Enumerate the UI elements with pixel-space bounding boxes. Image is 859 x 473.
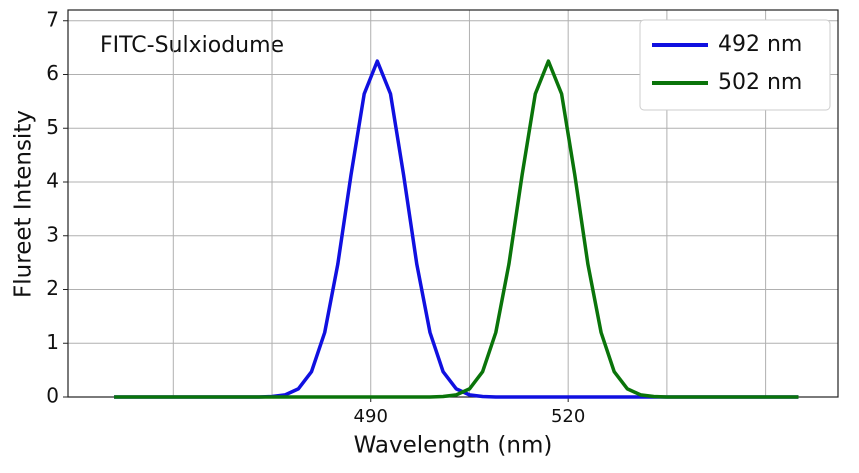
legend-box [639,19,831,111]
y-axis-label: Flureet Intensity [11,110,37,298]
y-tick-label: 4 [46,169,59,193]
y-tick-label: 1 [46,330,59,354]
y-tick-label: 5 [46,115,59,139]
y-tick-label: 3 [46,222,59,246]
y-tick-label: 7 [46,7,59,31]
series-line [114,59,799,399]
x-axis-label: Wavelength (nm) [354,433,553,459]
x-tick-label: 520 [551,406,585,427]
y-tick-label: 6 [46,61,59,85]
annotation: FITC-Sulxiodume [100,33,284,58]
legend-label: 492 nm [718,32,802,57]
x-tick-label: 490 [354,406,388,427]
legend-label: 502 nm [718,70,802,95]
y-tick-label: 0 [46,384,59,408]
y-tick-label: 2 [46,276,59,300]
series-line [114,59,799,399]
